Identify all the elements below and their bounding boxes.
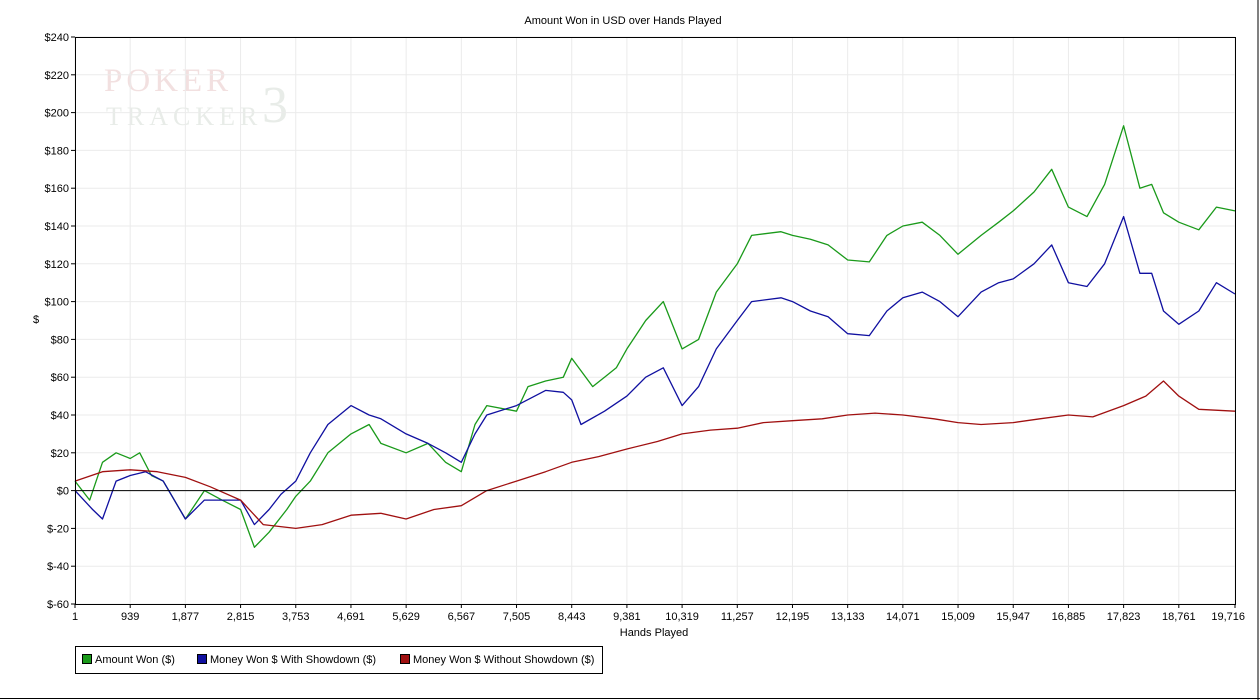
- y-tick-label: $40: [51, 410, 69, 422]
- x-tick-label: 9,381: [613, 611, 641, 623]
- axes: [71, 36, 1236, 608]
- x-axis-label: Hands Played: [620, 627, 689, 639]
- y-tick-label: $20: [51, 448, 69, 460]
- y-tick-label: $140: [45, 221, 69, 233]
- y-tick-label: $200: [45, 108, 69, 120]
- y-tick-label: $80: [51, 334, 69, 346]
- y-tick-labels: $-60 $-40 $-20 $0 $20 $40 $60 $80 $100 $120 $140 $1…: [45, 32, 69, 611]
- y-tick-label: $220: [45, 70, 69, 82]
- legend-label: Money Won $ With Showdown ($): [210, 654, 376, 666]
- series-line-3: [74, 380, 1236, 530]
- x-tick-label: 14,071: [886, 611, 920, 623]
- series-line-1: [74, 125, 1236, 548]
- y-tick-label: $240: [45, 32, 69, 44]
- legend-swatch: [197, 654, 207, 664]
- x-tick-label: 7,505: [503, 611, 531, 623]
- y-tick-label: $-60: [47, 599, 69, 611]
- x-tick-label: 5,629: [392, 611, 420, 623]
- series-line-2: [74, 215, 1236, 526]
- logo-line2: TRACKER: [106, 102, 262, 131]
- x-tick-label: 19,716: [1211, 611, 1245, 623]
- y-tick-label: $180: [45, 145, 69, 157]
- legend-label: Money Won $ Without Showdown ($): [413, 654, 594, 666]
- legend-item-3: Money Won $ Without Showdown ($): [400, 654, 594, 666]
- y-tick-label: $0: [57, 486, 69, 498]
- legend-label: Amount Won ($): [95, 654, 175, 666]
- legend-item-1: Amount Won ($): [82, 654, 175, 666]
- chart-title: Amount Won in USD over Hands Played: [524, 15, 721, 27]
- y-axis-label: $: [33, 314, 39, 326]
- x-tick-label: 939: [121, 611, 139, 623]
- x-tick-label: 13,133: [831, 611, 865, 623]
- x-tick-label: 11,257: [721, 611, 754, 623]
- x-tick-label: 17,823: [1107, 611, 1141, 623]
- legend-item-2: Money Won $ With Showdown ($): [197, 654, 376, 666]
- legend: Amount Won ($) Money Won $ With Showdown …: [75, 646, 603, 674]
- x-tick-label: 16,885: [1052, 611, 1086, 623]
- y-tick-label: $120: [45, 259, 69, 271]
- x-tick-label: 8,443: [558, 611, 586, 623]
- pokertracker-logo: POKER TRACKER 3: [104, 63, 288, 134]
- legend-box: [75, 646, 603, 674]
- logo-line1: POKER: [104, 63, 232, 99]
- y-tick-label: $160: [45, 183, 69, 195]
- series-lines: [74, 125, 1236, 548]
- x-tick-label: 1,877: [172, 611, 200, 623]
- x-tick-label: 18,761: [1162, 611, 1196, 623]
- y-tick-label: $100: [45, 297, 69, 309]
- logo-digit: 3: [262, 77, 288, 134]
- y-tick-label: $-20: [47, 523, 69, 535]
- legend-swatch: [400, 654, 410, 664]
- plot-area-border: [75, 37, 1236, 605]
- x-tick-label: 1: [72, 611, 78, 623]
- x-tick-labels: 1 939 1,877 2,815 3,753 4,691 5,629 6,567 7,505 8…: [72, 611, 1245, 623]
- x-tick-label: 2,815: [227, 611, 255, 623]
- x-tick-label: 4,691: [337, 611, 365, 623]
- x-tick-label: 10,319: [665, 611, 699, 623]
- y-tick-label: $-40: [47, 561, 69, 573]
- legend-swatch: [82, 654, 92, 664]
- x-tick-label: 6,567: [448, 611, 476, 623]
- y-tick-label: $60: [51, 372, 69, 384]
- x-tick-label: 3,753: [282, 611, 310, 623]
- x-tick-label: 15,947: [996, 611, 1030, 623]
- x-tick-label: 12,195: [776, 611, 810, 623]
- x-tick-label: 15,009: [941, 611, 975, 623]
